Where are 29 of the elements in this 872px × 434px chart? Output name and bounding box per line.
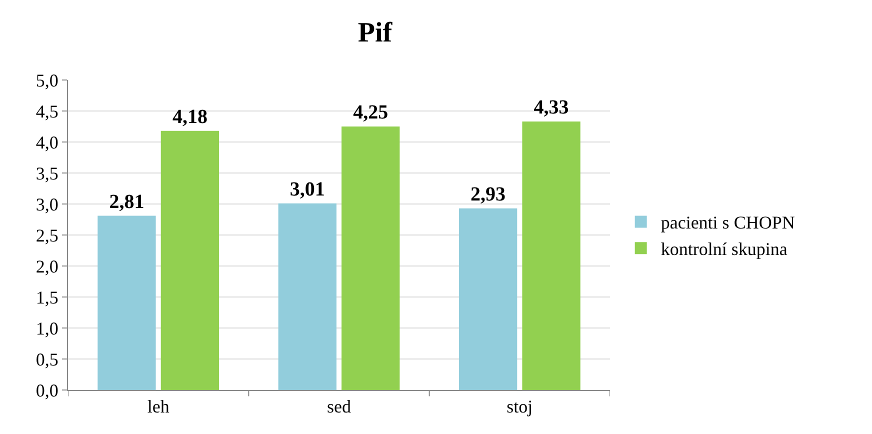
- y-tick-label: 0,0: [36, 380, 58, 400]
- y-tick-label: 5,0: [36, 70, 58, 90]
- y-tick-label: 4,5: [36, 101, 58, 122]
- y-tick-label: 4,0: [36, 132, 58, 152]
- y-tick-label: 1,5: [36, 287, 58, 308]
- data-label: 4,18: [172, 106, 208, 128]
- bar: [342, 126, 400, 390]
- y-tick-label: 2,0: [36, 256, 58, 276]
- data-label: 3,01: [290, 178, 325, 200]
- y-tick-label: 2,5: [36, 225, 58, 246]
- bar: [278, 203, 336, 390]
- bar: [458, 208, 518, 390]
- chart-title: Pif: [358, 17, 393, 48]
- x-tick-label: sed: [327, 396, 351, 417]
- data-label: 2,81: [109, 190, 144, 213]
- x-tick-label: stoj: [506, 396, 533, 417]
- y-tick-label: 1,0: [36, 318, 58, 338]
- data-label: 4,33: [534, 96, 569, 119]
- y-tick-label: 0,5: [36, 349, 58, 370]
- y-tick-label: 3,5: [36, 163, 58, 184]
- bar: [160, 130, 220, 390]
- legend-label: kontrolní skupina: [660, 239, 788, 260]
- data-label: 2,93: [470, 183, 506, 206]
- bar: [98, 216, 156, 390]
- bar: [522, 122, 580, 390]
- legend-label: pacienti s CHOPN: [660, 212, 795, 233]
- y-tick-label: 3,0: [36, 194, 58, 214]
- data-label: 4,25: [353, 102, 388, 124]
- x-tick-label: leh: [147, 396, 170, 417]
